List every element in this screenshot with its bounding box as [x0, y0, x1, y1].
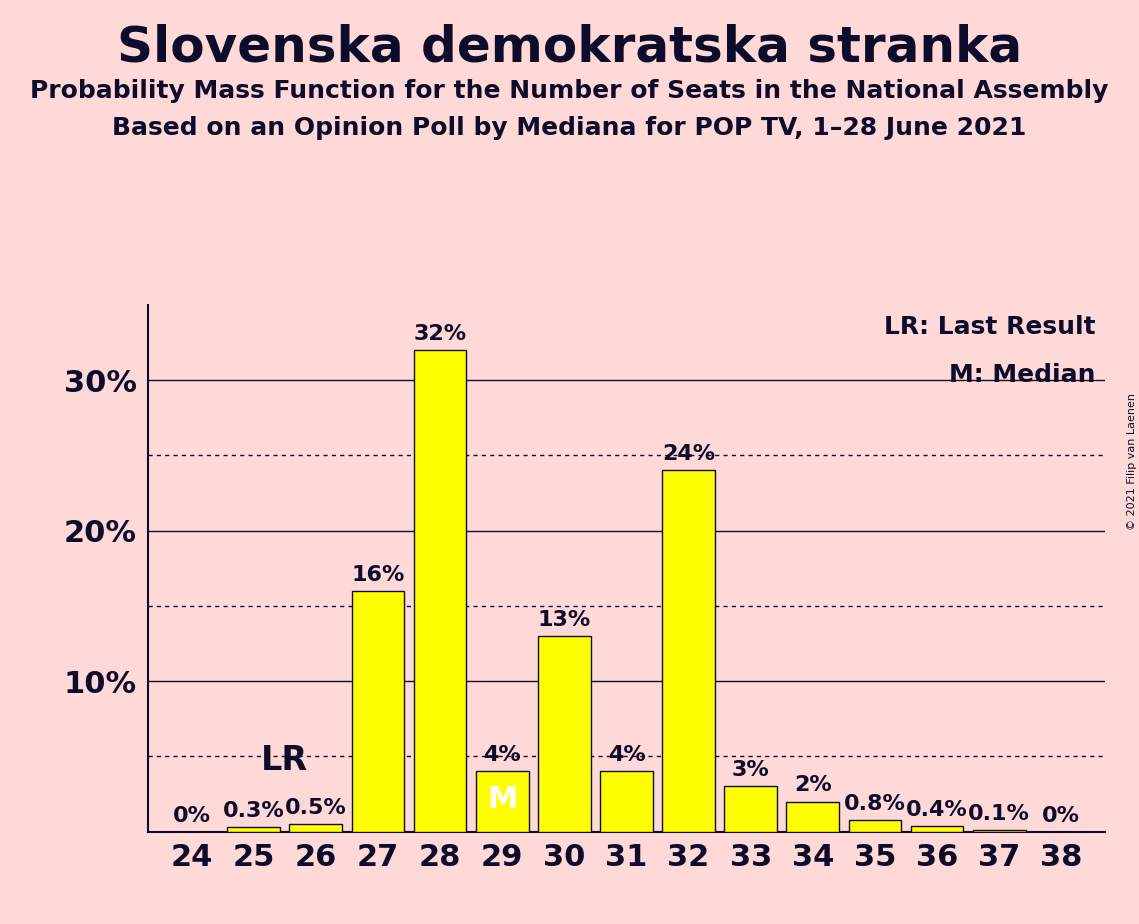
- Bar: [476, 772, 528, 832]
- Bar: [413, 350, 467, 832]
- Bar: [724, 786, 777, 832]
- Text: © 2021 Filip van Laenen: © 2021 Filip van Laenen: [1126, 394, 1137, 530]
- Text: 4%: 4%: [483, 746, 521, 765]
- Bar: [289, 824, 342, 832]
- Text: Slovenska demokratska stranka: Slovenska demokratska stranka: [117, 23, 1022, 71]
- Bar: [973, 830, 1025, 832]
- Text: 0.8%: 0.8%: [844, 794, 906, 813]
- Text: 0.5%: 0.5%: [285, 798, 346, 818]
- Bar: [849, 820, 901, 832]
- Text: M: M: [487, 784, 517, 813]
- Bar: [911, 825, 964, 832]
- Text: 0.4%: 0.4%: [907, 799, 968, 820]
- Text: Probability Mass Function for the Number of Seats in the National Assembly: Probability Mass Function for the Number…: [31, 79, 1108, 103]
- Text: 0.1%: 0.1%: [968, 804, 1030, 824]
- Text: 2%: 2%: [794, 775, 831, 796]
- Text: LR: LR: [261, 745, 309, 777]
- Text: LR: Last Result: LR: Last Result: [884, 315, 1096, 339]
- Text: 0%: 0%: [1042, 806, 1080, 825]
- Text: Based on an Opinion Poll by Mediana for POP TV, 1–28 June 2021: Based on an Opinion Poll by Mediana for …: [113, 116, 1026, 140]
- Text: 13%: 13%: [538, 610, 591, 630]
- Bar: [352, 590, 404, 832]
- Text: 3%: 3%: [732, 760, 770, 781]
- Text: 32%: 32%: [413, 324, 467, 344]
- Text: 0%: 0%: [173, 806, 211, 825]
- Bar: [600, 772, 653, 832]
- Text: 4%: 4%: [607, 746, 646, 765]
- Bar: [786, 801, 839, 832]
- Bar: [662, 470, 715, 832]
- Text: M: Median: M: Median: [949, 363, 1096, 387]
- Bar: [538, 636, 591, 832]
- Text: 0.3%: 0.3%: [223, 801, 285, 821]
- Text: 24%: 24%: [662, 444, 715, 465]
- Text: 16%: 16%: [351, 565, 404, 585]
- Bar: [228, 827, 280, 832]
